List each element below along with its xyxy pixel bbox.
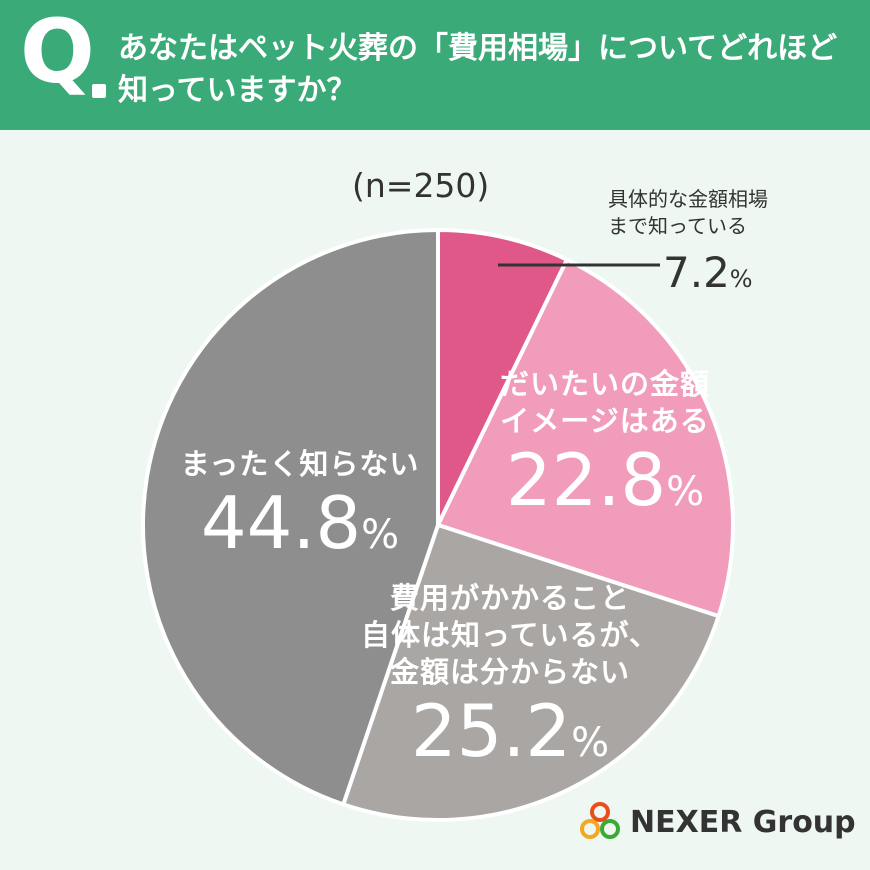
slice-value-0-number: 7.2 [663, 248, 730, 297]
slice-label-0-line-1: まで知っている [608, 214, 747, 238]
slice-label-0-line-0: 具体的な金額相場 [608, 187, 768, 211]
slice-value-3-unit: % [361, 512, 400, 558]
slice-label-3: まったく知らない 44.8% [150, 446, 450, 575]
slice-label-3-line-0: まったく知らない [180, 447, 420, 481]
slice-label-1: だいたいの金額 イメージはある 22.8% [470, 366, 740, 532]
pie-slice-1 [435, 257, 735, 619]
slice-label-2-line-0: 費用がかかること [389, 581, 630, 615]
sample-size: (n=250) [352, 166, 490, 205]
slice-value-0: 7.2% [663, 248, 753, 297]
slice-label-2-line-1: 自体は知っているが、 [361, 618, 659, 652]
slice-value-2-unit: % [571, 720, 610, 766]
brand-name: NEXER Group [630, 804, 856, 840]
slice-value-1-number: 22.8 [505, 438, 667, 522]
slice-value-0-unit: % [729, 265, 753, 293]
slice-label-2: 費用がかかること 自体は知っているが、 金額は分からない 25.2% [360, 580, 660, 783]
slice-value-3-number: 44.8 [200, 481, 362, 565]
slice-value-3: 44.8% [150, 483, 450, 575]
nexer-logo-icon [580, 802, 620, 839]
brand-logo: NEXER Group [578, 800, 856, 844]
question-header: Q あなたはペット火葬の「費用相場」についてどれほど知っていますか？ [0, 0, 870, 130]
pie-slice-2 [340, 522, 722, 822]
slice-label-1-line-0: だいたいの金額 [499, 367, 710, 401]
slice-label-2-line-2: 金額は分からない [389, 655, 630, 689]
slice-label-1-line-1: イメージはある [500, 404, 710, 438]
question-text: あなたはペット火葬の「費用相場」についてどれほど知っていますか？ [118, 31, 838, 108]
slice-label-0: 具体的な金額相場 まで知っている [608, 186, 768, 240]
slice-value-1: 22.8% [470, 440, 740, 532]
q-letter: Q [20, 0, 95, 103]
pie-slice-3 [141, 227, 440, 807]
slice-value-1-unit: % [666, 469, 705, 515]
q-dot [92, 84, 106, 98]
pie-slice-0 [436, 227, 570, 526]
slice-value-2: 25.2% [360, 691, 660, 783]
slice-value-2-number: 25.2 [410, 689, 572, 773]
